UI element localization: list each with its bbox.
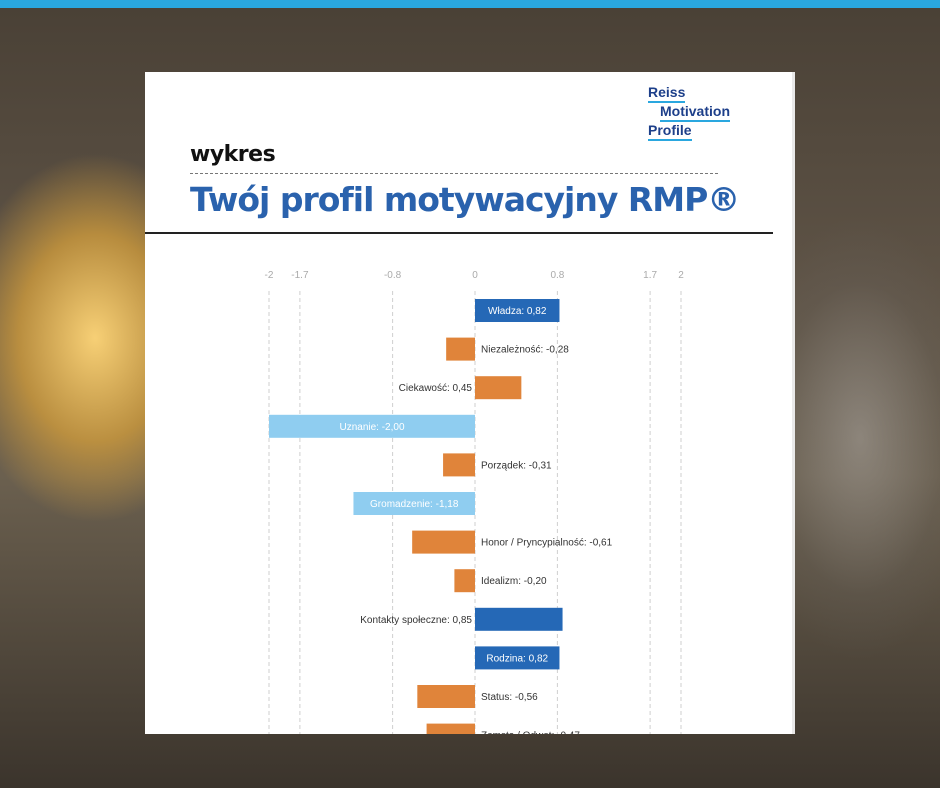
bar-label: Rodzina: 0,82 xyxy=(486,653,548,664)
x-tick-label: 1.7 xyxy=(643,270,657,281)
bar-label: Władza: 0,82 xyxy=(488,306,547,317)
x-tick-label: -0.8 xyxy=(384,270,402,281)
section-kicker: wykres xyxy=(190,142,276,167)
x-tick-label: -2 xyxy=(265,270,274,281)
top-accent-bar xyxy=(0,0,940,8)
card-edge xyxy=(792,72,795,734)
title-rule xyxy=(145,232,773,234)
bar xyxy=(426,723,475,734)
bar-label: Honor / Pryncypialność: -0,61 xyxy=(481,538,613,549)
x-tick-label: -1.7 xyxy=(291,270,309,281)
logo-line-2: Motivation xyxy=(660,103,730,122)
logo-line-1: Reiss xyxy=(648,84,686,103)
x-tick-label: 2 xyxy=(678,270,684,281)
bar xyxy=(269,414,475,438)
bar-label: Niezależność: -0,28 xyxy=(481,345,569,356)
bar xyxy=(475,607,563,631)
bar xyxy=(443,453,475,477)
page-title: Twój profil motywacyjny RMP® xyxy=(190,180,740,219)
bar xyxy=(412,530,475,554)
bar-label: Zemsta / Odwet: -0,47 xyxy=(481,731,580,734)
x-tick-label: 0 xyxy=(472,270,478,281)
bar xyxy=(353,492,475,515)
logo-line-3: Profile xyxy=(648,122,692,141)
bar xyxy=(454,569,475,593)
bar-label: Gromadzenie: -1,18 xyxy=(370,499,459,510)
report-card: Reiss Motivation Profile wykres Twój pro… xyxy=(145,72,795,734)
bar xyxy=(475,299,560,322)
bar-label: Porządek: -0,31 xyxy=(481,460,552,471)
bar xyxy=(475,376,522,400)
rmp-logo: Reiss Motivation Profile xyxy=(648,84,730,141)
dotted-divider xyxy=(190,173,718,174)
bar xyxy=(417,685,475,708)
x-tick-label: 0.8 xyxy=(550,270,564,281)
bar xyxy=(475,646,560,670)
bar-label: Idealizm: -0,20 xyxy=(481,576,547,587)
bar xyxy=(446,337,475,361)
bar-label: Uznanie: -2,00 xyxy=(339,422,404,433)
motivation-bar-chart: -2 -1.7 -0.8 0 0.8 1.7 2 Władza: 0,82 Niezależno… xyxy=(265,270,684,734)
bar-label: Status: -0,56 xyxy=(481,692,538,703)
bar-label: Ciekawość: 0,45 xyxy=(399,383,473,394)
bar-label: Kontakty społeczne: 0,85 xyxy=(360,615,472,626)
